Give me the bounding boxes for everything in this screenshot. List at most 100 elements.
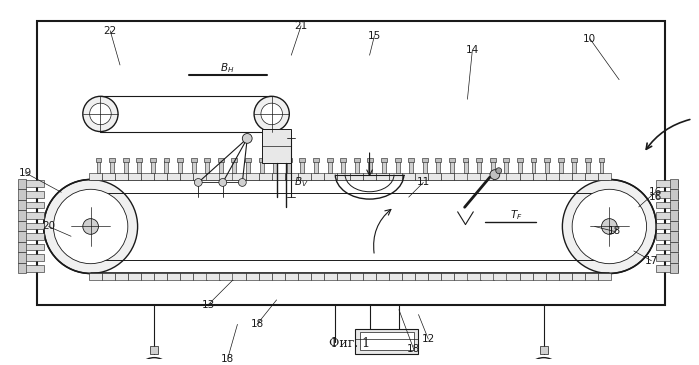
- Bar: [102, 273, 115, 280]
- Bar: [350, 173, 363, 180]
- Bar: [259, 273, 272, 280]
- Bar: [376, 173, 389, 180]
- Circle shape: [82, 219, 99, 234]
- Bar: [141, 173, 154, 180]
- Text: 18: 18: [250, 319, 264, 329]
- Bar: [545, 161, 549, 173]
- Text: $T_F$: $T_F$: [510, 208, 523, 222]
- Bar: [491, 161, 495, 173]
- Circle shape: [194, 178, 202, 187]
- Bar: [656, 223, 678, 230]
- Bar: [545, 158, 550, 162]
- Bar: [22, 201, 43, 208]
- Bar: [245, 158, 251, 162]
- Bar: [656, 233, 678, 240]
- Text: 16: 16: [649, 192, 662, 202]
- Bar: [428, 273, 441, 280]
- Text: 21: 21: [294, 21, 308, 31]
- Bar: [389, 273, 402, 280]
- Bar: [656, 243, 678, 250]
- Bar: [123, 158, 129, 162]
- Bar: [503, 158, 510, 162]
- Bar: [89, 273, 102, 280]
- Bar: [37, 21, 665, 305]
- Text: 17: 17: [644, 256, 658, 266]
- Circle shape: [243, 134, 252, 143]
- Bar: [137, 161, 141, 173]
- Bar: [428, 173, 441, 180]
- Bar: [572, 273, 585, 280]
- Circle shape: [136, 358, 172, 365]
- Bar: [463, 161, 468, 173]
- Bar: [436, 161, 440, 173]
- Bar: [18, 210, 26, 221]
- Text: 22: 22: [103, 26, 117, 36]
- Bar: [301, 161, 304, 173]
- Bar: [154, 273, 167, 280]
- Bar: [167, 273, 180, 280]
- Bar: [18, 200, 26, 210]
- Text: Фиг. 1: Фиг. 1: [329, 337, 370, 350]
- Circle shape: [526, 358, 561, 365]
- Bar: [409, 161, 413, 173]
- Text: 18: 18: [221, 354, 234, 364]
- Bar: [415, 173, 428, 180]
- Bar: [670, 242, 678, 253]
- Bar: [402, 273, 415, 280]
- Bar: [546, 173, 559, 180]
- Bar: [585, 158, 591, 162]
- Bar: [519, 273, 533, 280]
- Bar: [22, 212, 43, 219]
- Bar: [382, 161, 386, 173]
- Bar: [656, 180, 678, 187]
- Text: 15: 15: [368, 31, 381, 41]
- Bar: [656, 212, 678, 219]
- Bar: [109, 158, 115, 162]
- Bar: [476, 158, 482, 162]
- Text: $B_H$: $B_H$: [220, 61, 235, 75]
- Bar: [559, 173, 572, 180]
- Bar: [22, 233, 43, 240]
- Bar: [435, 158, 441, 162]
- Bar: [311, 273, 324, 280]
- Bar: [536, 358, 552, 364]
- Bar: [299, 158, 305, 162]
- Bar: [598, 158, 605, 162]
- Bar: [389, 173, 402, 180]
- Bar: [670, 200, 678, 210]
- Bar: [558, 158, 563, 162]
- Bar: [572, 161, 576, 173]
- Bar: [656, 265, 678, 272]
- Bar: [22, 191, 43, 198]
- Bar: [194, 273, 206, 280]
- Text: 16: 16: [649, 187, 662, 197]
- Bar: [441, 173, 454, 180]
- Bar: [167, 173, 180, 180]
- Bar: [326, 158, 333, 162]
- Text: 20: 20: [42, 222, 55, 231]
- Bar: [559, 161, 563, 173]
- Circle shape: [82, 96, 118, 131]
- Bar: [206, 273, 219, 280]
- Bar: [477, 161, 481, 173]
- Bar: [287, 161, 291, 173]
- Bar: [598, 273, 611, 280]
- Bar: [272, 273, 284, 280]
- Bar: [128, 273, 141, 280]
- Bar: [468, 273, 481, 280]
- Bar: [219, 173, 233, 180]
- Bar: [670, 220, 678, 231]
- Bar: [559, 273, 572, 280]
- Circle shape: [496, 168, 502, 174]
- Text: 13: 13: [201, 300, 215, 310]
- Bar: [164, 158, 169, 162]
- Bar: [150, 346, 158, 354]
- Bar: [180, 273, 194, 280]
- Circle shape: [563, 180, 656, 273]
- Bar: [355, 161, 359, 173]
- Text: 18: 18: [407, 344, 420, 354]
- Bar: [656, 191, 678, 198]
- Bar: [324, 173, 337, 180]
- Bar: [233, 273, 245, 280]
- Bar: [204, 158, 210, 162]
